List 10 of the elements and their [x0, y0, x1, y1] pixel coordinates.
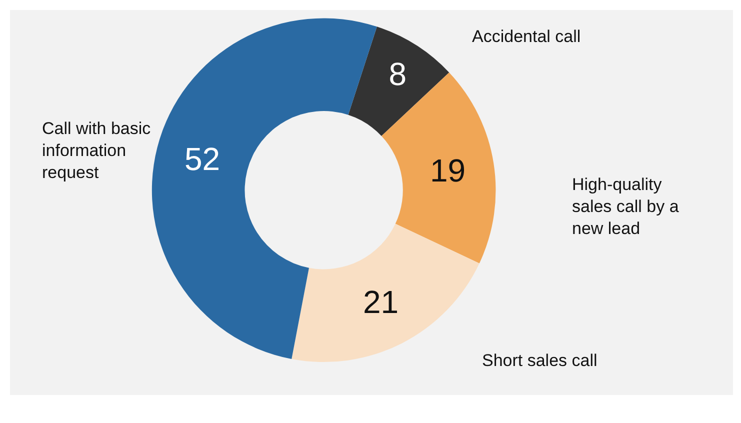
data-label: 21 — [362, 284, 399, 320]
data-label: 52 — [184, 140, 220, 177]
slice-label: Short sales call — [482, 351, 598, 370]
slice-label: Accidental call — [472, 27, 581, 46]
donut-slice — [292, 224, 480, 362]
donut-slice — [348, 26, 450, 136]
data-label: 8 — [388, 56, 406, 92]
data-label: 19 — [430, 152, 466, 189]
slice-label: High-quality sales call by a new lead — [572, 175, 680, 238]
slice-label: Call with basic information request — [42, 119, 152, 182]
